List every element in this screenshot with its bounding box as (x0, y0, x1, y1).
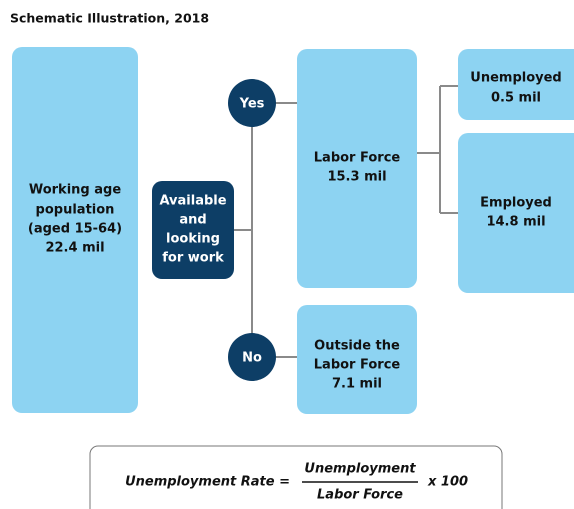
node-text: 0.5 mil (491, 91, 541, 106)
node-text: 7.1 mil (332, 377, 382, 392)
node-text: for work (162, 251, 224, 266)
formula-numerator: Unemployment (304, 462, 416, 477)
formula-right: x 100 (427, 475, 468, 490)
formula-denominator: Labor Force (317, 488, 403, 503)
node-text: No (242, 351, 262, 366)
yes-circle (228, 79, 276, 127)
node-text: 22.4 mil (45, 241, 104, 256)
unemployed-box (458, 49, 574, 120)
title: Schematic Illustration, 2018 (10, 11, 209, 26)
no-circle (228, 333, 276, 381)
node-text: Working age (29, 183, 121, 198)
available-box (152, 181, 234, 279)
labor-force-box (297, 49, 417, 288)
node-text: (aged 15-64) (28, 222, 122, 237)
population-box (12, 47, 138, 413)
node-text: Available (159, 194, 226, 209)
node-text: 15.3 mil (327, 170, 386, 185)
formula-box (89, 445, 503, 509)
outside-box (297, 305, 417, 414)
employed-box (458, 133, 574, 293)
node-text: Yes (239, 97, 265, 112)
node-text: and (179, 213, 206, 228)
formula-left: Unemployment Rate = (125, 475, 290, 490)
node-text: Labor Force (314, 358, 401, 373)
node-text: looking (166, 232, 220, 247)
node-text: 14.8 mil (486, 215, 545, 230)
node-text: Unemployed (470, 71, 561, 86)
node-text: Employed (480, 196, 552, 211)
node-text: Outside the (314, 339, 400, 354)
node-text: population (36, 203, 115, 218)
node-text: Labor Force (314, 151, 401, 166)
